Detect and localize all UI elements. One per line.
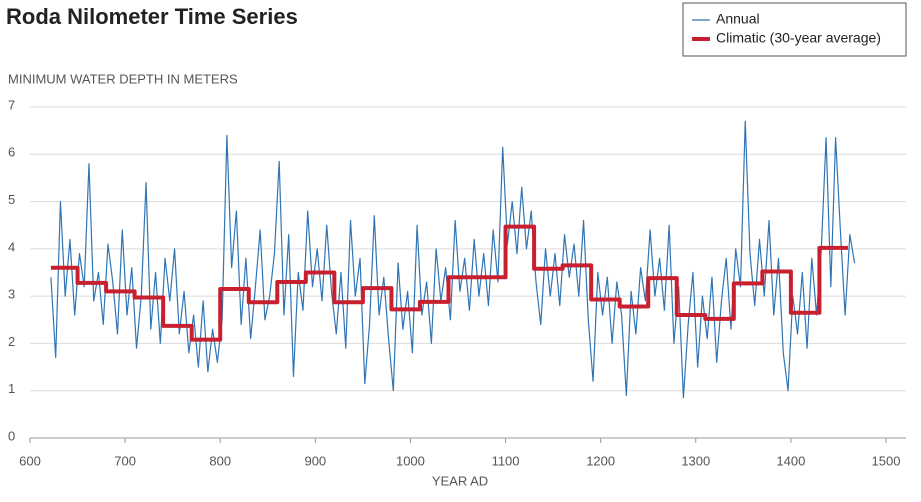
y-tick-label: 2 (8, 334, 15, 349)
y-tick-label: 4 (8, 239, 15, 254)
y-tick-label: 7 (8, 97, 15, 112)
y-axis-label: MINIMUM WATER DEPTH IN METERS (8, 71, 238, 86)
legend-label: Annual (716, 11, 760, 27)
y-tick-label: 5 (8, 192, 15, 207)
y-tick-label: 1 (8, 381, 15, 396)
y-tick-label: 6 (8, 145, 15, 160)
x-tick-label: 1300 (681, 453, 710, 468)
x-tick-label: 1000 (396, 453, 425, 468)
x-tick-label: 900 (304, 453, 326, 468)
x-tick-label: 1500 (872, 453, 901, 468)
x-tick-label: 800 (209, 453, 231, 468)
x-tick-label: 1200 (586, 453, 615, 468)
y-tick-label: 3 (8, 287, 15, 302)
x-tick-label: 1100 (492, 453, 520, 468)
x-axis-label: YEAR AD (432, 473, 488, 488)
chart-title: Roda Nilometer Time Series (6, 4, 298, 29)
x-tick-label: 700 (114, 453, 136, 468)
x-tick-label: 600 (19, 453, 41, 468)
series-line (50, 224, 848, 342)
legend-box (682, 2, 907, 57)
series-line (50, 120, 856, 399)
x-tick-label: 1400 (776, 453, 805, 468)
y-tick-label: 0 (8, 428, 15, 443)
legend-label: Climatic (30-year average) (716, 30, 881, 46)
